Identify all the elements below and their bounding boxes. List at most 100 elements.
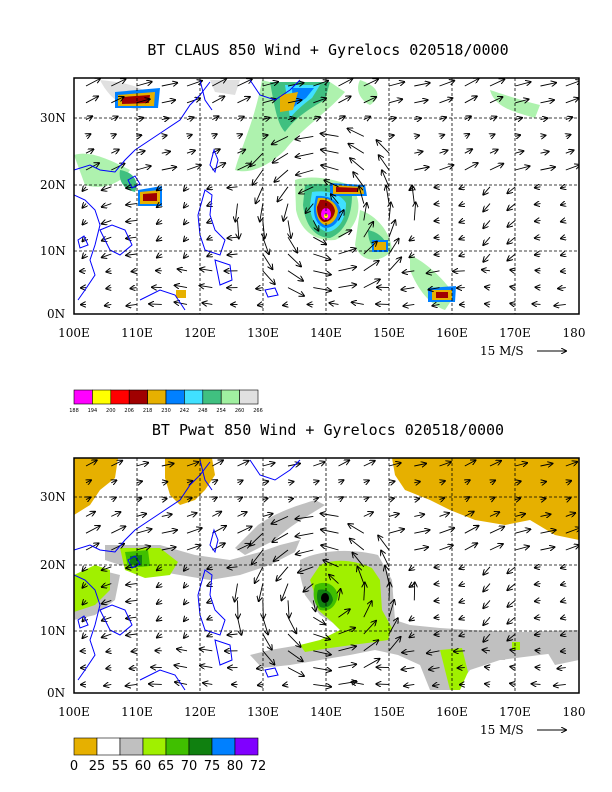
wind-vector: [102, 254, 112, 257]
wind-vector: [136, 82, 152, 87]
wind-vector: [429, 668, 440, 670]
wind-vector: [162, 499, 167, 500]
wind-vector: [295, 516, 314, 519]
wind-vector: [389, 498, 394, 499]
wind-vector: [259, 583, 264, 602]
wind-vector: [85, 149, 93, 153]
wind-vector: [287, 287, 304, 296]
wind-vector: [85, 460, 97, 467]
wind-vector: [507, 600, 516, 607]
wind-vector: [485, 304, 490, 305]
wind-vector: [136, 166, 151, 171]
wind-vector: [321, 134, 339, 137]
wind-vector: [483, 583, 491, 592]
wind-vector: [561, 600, 566, 601]
wind-vector: [402, 651, 415, 653]
wind-vector: [440, 135, 445, 137]
wind-vector: [459, 187, 464, 189]
wind-vector: [540, 152, 549, 154]
wind-vector: [237, 527, 252, 534]
wind-vector: [432, 304, 440, 305]
wind-vector: [540, 167, 555, 170]
colorbar-label: 70: [181, 759, 198, 774]
wind-vector: [287, 100, 301, 103]
wind-vector: [561, 237, 566, 238]
wind-vector: [350, 158, 365, 171]
wind-vector: [184, 220, 187, 224]
wind-vector: [321, 165, 339, 171]
wind-vector: [258, 304, 263, 305]
wind-vector: [338, 460, 350, 467]
wind-vector: [561, 187, 566, 188]
wind-vector: [157, 584, 162, 588]
wind-vector: [262, 463, 275, 466]
wind-vector: [161, 83, 177, 86]
wind-vector: [278, 186, 289, 202]
wind-vector: [329, 575, 339, 584]
coastline: [199, 459, 213, 491]
wind-vector: [126, 617, 137, 618]
wind-vector: [83, 634, 87, 638]
x-tick-label: 170E: [499, 326, 531, 340]
x-tick-label: 150E: [373, 705, 405, 719]
wind-vector: [363, 79, 378, 87]
wind-vector: [111, 497, 116, 499]
wind-vector: [83, 254, 87, 258]
wind-vector: [111, 526, 125, 534]
wind-vector: [296, 136, 314, 139]
wind-vector: [363, 222, 373, 238]
wind-vector: [403, 304, 415, 306]
wind-vector: [364, 498, 369, 500]
wind-vector: [510, 683, 515, 684]
colorbar-swatch: [165, 389, 185, 405]
wind-vector: [535, 617, 541, 618]
wind-vector: [507, 566, 516, 574]
wind-vector: [427, 651, 440, 654]
wind-vector: [490, 480, 495, 482]
colorbar-swatch: [239, 389, 259, 405]
wind-vector: [515, 498, 520, 499]
wind-vector: [304, 583, 314, 592]
wind-vector: [313, 270, 331, 275]
wind-vector: [490, 134, 495, 136]
wind-vector: [414, 464, 426, 467]
wind-vector: [287, 236, 297, 252]
x-tick-label: 120E: [184, 705, 216, 719]
wind-vector: [296, 549, 314, 554]
x-tick-label: 120E: [184, 326, 216, 340]
colorbar-label: 75: [204, 759, 221, 774]
wind-vector: [83, 617, 87, 621]
wind-vector: [228, 634, 238, 635]
wind-vector: [313, 236, 326, 244]
wind-vector: [313, 600, 315, 611]
wind-vector: [157, 220, 162, 224]
wind-vector: [557, 668, 566, 669]
wind-vector: [288, 499, 293, 500]
colorbar-label: 80: [227, 759, 244, 774]
wind-vector: [561, 651, 566, 652]
wind-vector: [414, 514, 424, 516]
wind-vector: [507, 203, 516, 211]
coastline: [99, 604, 133, 636]
colorbar-swatch: [188, 737, 213, 756]
coastline: [74, 81, 211, 173]
wind-vector: [102, 634, 112, 637]
coastline: [214, 639, 233, 666]
wind-vector: [348, 524, 365, 534]
wind-vector: [350, 539, 365, 551]
x-tick-label: 130E: [247, 705, 279, 719]
wind-vector: [200, 286, 213, 288]
wind-vector: [157, 567, 162, 571]
wind-vector: [321, 150, 339, 154]
colorbar-swatch: [165, 737, 190, 756]
wind-vector: [200, 269, 213, 271]
panel-claus-title: BT CLAUS 850 Wind + Gyrelocs 020518/0000: [147, 41, 508, 59]
wind-vector: [237, 164, 251, 171]
wind-vector: [338, 664, 357, 667]
wind-vector: [489, 117, 496, 120]
wind-vector: [287, 633, 301, 647]
wind-vector: [200, 666, 213, 668]
wind-vector: [507, 616, 516, 624]
wind-vector: [435, 187, 440, 188]
wind-vector: [507, 583, 516, 591]
